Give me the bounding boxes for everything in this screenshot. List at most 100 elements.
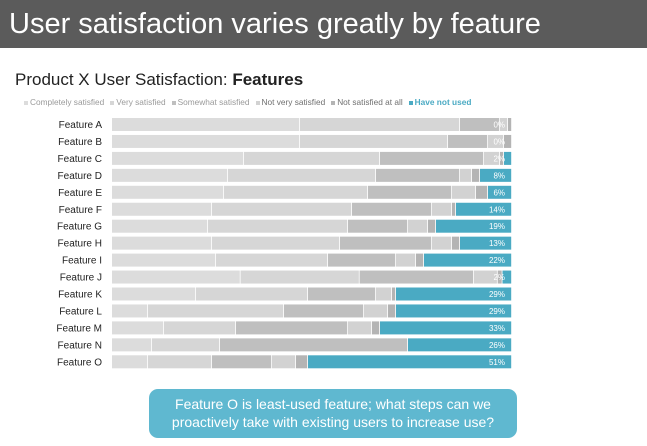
bar-segment bbox=[396, 287, 512, 301]
bar-segment bbox=[368, 185, 452, 199]
bar-segment bbox=[396, 304, 512, 318]
bar-segment bbox=[112, 168, 228, 182]
bar-segment bbox=[352, 202, 432, 216]
category-label: Feature F bbox=[59, 205, 102, 216]
bar-segment bbox=[473, 270, 497, 284]
chart-legend: Completely satisfied Very satisfied Somewh… bbox=[24, 97, 477, 107]
callout-line-1: Feature O is least-used feature; what st… bbox=[175, 396, 491, 412]
bar-segment bbox=[196, 287, 308, 301]
chart-title-prefix: Product X User Satisfaction: bbox=[15, 70, 233, 89]
legend-item: Very satisfied bbox=[110, 97, 166, 107]
bar-segment bbox=[364, 304, 388, 318]
bar-segment bbox=[300, 134, 448, 148]
bar-segment bbox=[112, 287, 196, 301]
bar-segment bbox=[436, 219, 512, 233]
legend-item: Somewhat satisfied bbox=[171, 97, 250, 107]
legend-item: Have not used bbox=[408, 97, 471, 107]
category-label: Feature J bbox=[60, 273, 102, 284]
bar-segment bbox=[308, 355, 512, 369]
bar-segment bbox=[500, 151, 504, 165]
bar-segment bbox=[408, 219, 428, 233]
bar-segment bbox=[112, 185, 224, 199]
bar-segment bbox=[472, 168, 480, 182]
data-label: 2% bbox=[493, 154, 505, 163]
bar-segment bbox=[112, 253, 216, 267]
bar-segment bbox=[504, 151, 512, 165]
bar-segment bbox=[300, 118, 460, 131]
legend-label: Not satisfied at all bbox=[337, 97, 403, 107]
category-label: Feature M bbox=[56, 323, 102, 334]
legend-swatch bbox=[171, 100, 176, 105]
bar-segment bbox=[112, 118, 300, 131]
data-label: 26% bbox=[489, 341, 505, 350]
bar-segment bbox=[112, 321, 164, 335]
bar-segment bbox=[460, 118, 500, 131]
category-label: Feature H bbox=[58, 239, 102, 250]
bar-segment bbox=[152, 338, 220, 352]
bar-segment bbox=[460, 168, 472, 182]
category-label: Feature L bbox=[59, 306, 102, 317]
bar-segment bbox=[502, 270, 512, 284]
bar-segment bbox=[228, 168, 376, 182]
bar-segment bbox=[272, 355, 296, 369]
bar-segment bbox=[372, 321, 380, 335]
bar-segment bbox=[476, 185, 488, 199]
data-label: 19% bbox=[489, 222, 505, 231]
legend-swatch bbox=[331, 100, 336, 105]
bar-segment bbox=[456, 202, 512, 216]
category-label: Feature G bbox=[57, 222, 102, 233]
bar-segment bbox=[376, 168, 460, 182]
legend-item: Not satisfied at all bbox=[331, 97, 403, 107]
category-label: Feature K bbox=[58, 290, 102, 301]
category-label: Feature D bbox=[58, 171, 102, 182]
data-label: 0% bbox=[493, 121, 505, 130]
bar-segment bbox=[208, 219, 348, 233]
bar-segment bbox=[112, 236, 212, 250]
category-label: Feature C bbox=[58, 154, 102, 165]
bar-segment bbox=[164, 321, 236, 335]
bar-segment bbox=[212, 202, 352, 216]
bar-segment bbox=[388, 304, 396, 318]
bar-segment bbox=[112, 355, 148, 369]
category-label: Feature B bbox=[58, 137, 102, 148]
bar-segment bbox=[244, 151, 380, 165]
chart-title-bold: Features bbox=[232, 70, 304, 89]
slide-banner: User satisfaction varies greatly by feat… bbox=[0, 0, 647, 48]
legend-label: Not very satisfied bbox=[261, 97, 326, 107]
bar-segment bbox=[308, 287, 376, 301]
bar-segment bbox=[500, 118, 508, 131]
bar-segment bbox=[508, 118, 512, 131]
callout-line-2: proactively take with existing users to … bbox=[171, 414, 495, 430]
bar-segment bbox=[236, 321, 348, 335]
data-label: 14% bbox=[489, 205, 505, 214]
legend-label: Somewhat satisfied bbox=[177, 97, 250, 107]
data-label: 6% bbox=[493, 188, 505, 197]
legend-item: Completely satisfied bbox=[24, 97, 104, 107]
bar-segment bbox=[340, 236, 432, 250]
bar-segment bbox=[488, 185, 512, 199]
bar-segment bbox=[148, 355, 212, 369]
bar-segment bbox=[416, 253, 424, 267]
bar-segment bbox=[504, 134, 512, 148]
bar-segment bbox=[112, 304, 148, 318]
bar-segment bbox=[359, 270, 474, 284]
bar-segment bbox=[112, 151, 244, 165]
data-label: 2% bbox=[493, 273, 505, 282]
bar-segment bbox=[380, 321, 512, 335]
bar-segment bbox=[484, 151, 500, 165]
bar-segment bbox=[408, 338, 512, 352]
data-label: 51% bbox=[489, 358, 505, 367]
bar-segment bbox=[428, 219, 436, 233]
bar-segment bbox=[396, 253, 416, 267]
bar-segment bbox=[328, 253, 396, 267]
data-label: 13% bbox=[489, 239, 505, 248]
bar-segment bbox=[452, 202, 456, 216]
callout-box: Feature O is least-used feature; what st… bbox=[149, 389, 517, 438]
bar-segment bbox=[480, 168, 512, 182]
bar-segment bbox=[488, 134, 504, 148]
bar-segment bbox=[448, 134, 488, 148]
bar-segment bbox=[216, 253, 328, 267]
bar-segment bbox=[392, 287, 396, 301]
bar-segment bbox=[224, 185, 368, 199]
bar-segment bbox=[348, 321, 372, 335]
